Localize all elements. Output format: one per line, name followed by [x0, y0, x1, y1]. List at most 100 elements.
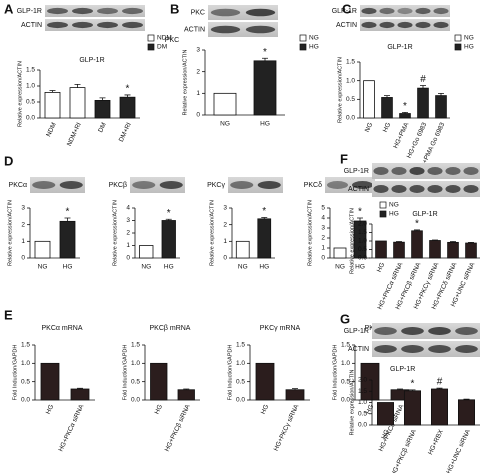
x-tick-label: HG [380, 429, 390, 441]
bar [393, 241, 405, 259]
blot-band [445, 185, 461, 193]
y-tick-label: 0.5 [358, 246, 367, 253]
blot-band [445, 167, 461, 175]
y-tick-label: 1.5 [236, 342, 245, 349]
y-axis-label: Fold Induction/GAPDH [332, 345, 338, 401]
blot-strip [208, 5, 278, 20]
y-tick-label: 0 [321, 255, 325, 262]
significance-mark: * [167, 208, 171, 219]
blot-label: GLP-1R [344, 328, 369, 335]
y-tick-label: 2.0 [358, 221, 367, 228]
significance-mark: # [437, 377, 443, 388]
bar [40, 362, 60, 401]
legend-swatch [454, 34, 462, 42]
blot-strip [372, 323, 480, 339]
x-tick-label: HG+PMA [392, 121, 410, 150]
blot-band [391, 185, 407, 193]
blot-band [391, 167, 407, 175]
blot-band [374, 327, 397, 335]
y-tick-label: 3 [223, 205, 227, 212]
blot-band [32, 181, 56, 189]
legend-label: NG [389, 202, 399, 209]
blot-band [463, 185, 479, 193]
bar [59, 220, 76, 259]
legend-label: DM [157, 44, 167, 51]
blot-band [409, 167, 425, 175]
error-bar [124, 94, 131, 98]
y-tick-label: 2 [21, 221, 25, 228]
blot-strip [372, 181, 480, 197]
y-tick-label: 1.0 [131, 360, 140, 367]
bar [375, 240, 387, 259]
y-axis-label: Relative expression/ACTIN [17, 61, 23, 127]
y-tick-label: 1.5 [346, 59, 355, 66]
panel-label: C [342, 1, 352, 16]
blot-band [401, 345, 424, 353]
x-tick-label: HG [382, 122, 392, 134]
error-bar [77, 387, 83, 389]
bar [403, 390, 421, 426]
blot-band [361, 7, 377, 15]
blot-band [379, 21, 395, 29]
y-tick-label: 3 [21, 205, 25, 212]
y-tick-label: 1.0 [341, 360, 350, 367]
blot-band [463, 167, 479, 175]
error-bar [438, 92, 444, 96]
x-tick-label: HG [164, 264, 174, 271]
x-tick-label: NDM+RI [66, 121, 83, 147]
y-tick-label: 0.5 [131, 378, 140, 385]
y-tick-label: 3 [196, 47, 200, 54]
y-tick-label: 2 [126, 230, 130, 237]
significance-mark: * [66, 207, 70, 218]
y-tick-label: 1.5 [26, 67, 35, 74]
panel-label: A [4, 1, 14, 16]
error-bar [357, 217, 363, 221]
y-axis-label: Relative expression/ACTIN [112, 200, 118, 266]
bar [360, 362, 380, 401]
blot-band [427, 185, 443, 193]
chart-title: PKCβ mRNA [150, 325, 191, 332]
x-tick-label: HG+RBX [427, 428, 445, 456]
blot-label: ACTIN [184, 26, 205, 33]
blot-band [245, 8, 276, 17]
y-tick-label: 0.0 [26, 115, 35, 122]
x-tick-label: NG [364, 122, 374, 134]
blot-strip [208, 22, 278, 37]
blot-label: GLP-1R [332, 8, 357, 15]
blot-band [159, 181, 183, 189]
y-tick-label: 3 [321, 225, 325, 232]
y-tick-label: 1 [223, 238, 227, 245]
y-tick-label: 1.0 [26, 83, 35, 90]
legend-label: NG [464, 35, 474, 42]
bar [417, 87, 429, 119]
blot-band [59, 181, 83, 189]
legend-label: HG [464, 44, 474, 51]
blot-band [72, 21, 93, 29]
bar [70, 388, 90, 401]
error-bar [74, 84, 81, 88]
y-tick-label: 0 [223, 255, 227, 262]
x-tick-label: NG [38, 264, 48, 271]
blot-label: ACTIN [348, 346, 369, 353]
y-tick-label: 0.0 [346, 115, 355, 122]
bar [411, 230, 423, 259]
bar [94, 100, 111, 119]
blot-band [397, 21, 413, 29]
significance-mark: * [263, 47, 267, 58]
y-tick-label: 0.0 [358, 255, 367, 262]
blot-band [352, 181, 373, 189]
bar [161, 220, 176, 259]
blot-band [122, 7, 143, 15]
bar [177, 389, 195, 401]
x-tick-label: HG [260, 121, 270, 128]
y-tick-label: 0.5 [358, 410, 367, 417]
x-tick-label: HG+PKCα siRNA [58, 403, 86, 453]
blot-strip [130, 177, 185, 193]
y-tick-label: 2.0 [358, 377, 367, 384]
error-bar [468, 241, 474, 244]
x-tick-label: HG [45, 404, 55, 416]
blot-band [97, 21, 118, 29]
error-bar [396, 241, 402, 243]
blot-label: GLP-1R [17, 8, 42, 15]
bar [119, 96, 136, 119]
